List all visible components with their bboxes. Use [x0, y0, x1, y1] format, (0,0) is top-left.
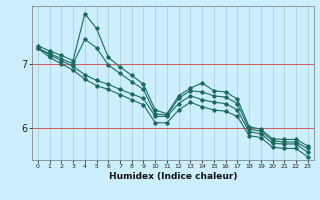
X-axis label: Humidex (Indice chaleur): Humidex (Indice chaleur) — [108, 172, 237, 181]
